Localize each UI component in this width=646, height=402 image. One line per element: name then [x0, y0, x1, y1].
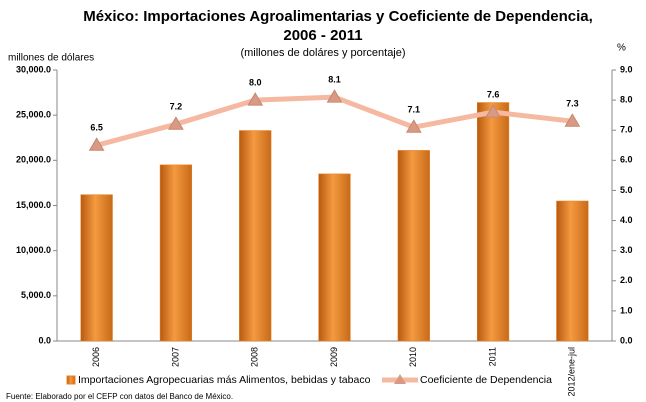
x-tick-label: 2007: [170, 347, 180, 367]
x-tick-label: 2010: [408, 347, 418, 367]
y2-tick-label: 1.0: [620, 305, 633, 315]
bar: [318, 173, 351, 342]
y2-tick-label: 6.0: [620, 155, 633, 165]
y-axis-label: millones de dólares: [8, 53, 94, 64]
y2-tick-label: 9.0: [620, 64, 633, 74]
data-label: 7.1: [408, 105, 421, 115]
bar: [556, 200, 589, 342]
y2-axis-label: %: [617, 43, 626, 54]
chart-subtitle: (millones de doláres y porcentaje): [240, 47, 405, 59]
x-tick-label: 2009: [329, 347, 339, 367]
line-marker: [247, 92, 264, 106]
y2-tick-label: 8.0: [620, 94, 633, 104]
y-tick-label: 15,000.0: [16, 200, 51, 210]
y-tick-label: 30,000.0: [16, 64, 51, 74]
bar: [476, 102, 510, 342]
bar: [397, 150, 430, 342]
line-marker: [168, 116, 184, 130]
y2-tick-label: 5.0: [620, 185, 633, 195]
y2-tick-label: 4.0: [620, 215, 633, 225]
line-marker: [326, 89, 343, 103]
data-label: 7.3: [566, 99, 579, 109]
y2-tick-label: 2.0: [620, 275, 633, 285]
y-tick-label: 0.0: [38, 335, 51, 345]
bar: [239, 130, 272, 342]
x-tick-label: 2008: [250, 347, 260, 367]
line-marker: [485, 104, 501, 118]
y-tick-label: 25,000.0: [16, 110, 51, 120]
x-tick-label: 2012/ene-jul: [567, 347, 577, 397]
line-marker: [405, 119, 422, 133]
y2-tick-label: 0.0: [620, 335, 633, 345]
source-note: Fuente: Elaborado por el CEFP con datos …: [6, 392, 233, 401]
y-tick-label: 10,000.0: [16, 245, 51, 255]
legend-label: Importaciones Agropecuarias más Alimento…: [78, 374, 371, 386]
data-label: 6.5: [90, 123, 103, 133]
legend-label: Coeficiente de Dependencia: [420, 374, 552, 386]
data-label: 8.1: [328, 74, 341, 84]
bar: [159, 164, 193, 342]
bar: [80, 194, 113, 342]
y-tick-label: 20,000.0: [16, 155, 51, 165]
line-marker: [88, 137, 105, 151]
chart-title: 2006 - 2011: [283, 27, 362, 44]
x-tick-label: 2006: [91, 347, 101, 367]
data-label: 7.6: [487, 90, 500, 100]
data-label: 7.2: [170, 102, 183, 112]
legend-swatch: [394, 374, 406, 384]
x-tick-label: 2011: [487, 347, 497, 366]
y-tick-label: 5,000.0: [21, 290, 51, 300]
y2-tick-label: 3.0: [620, 245, 633, 255]
chart-title: México: Importaciones Agroalimentarias y…: [83, 8, 593, 25]
y2-tick-label: 7.0: [620, 125, 633, 135]
legend-swatch: [66, 375, 76, 385]
line-marker: [564, 113, 581, 127]
data-label: 8.0: [249, 77, 262, 87]
